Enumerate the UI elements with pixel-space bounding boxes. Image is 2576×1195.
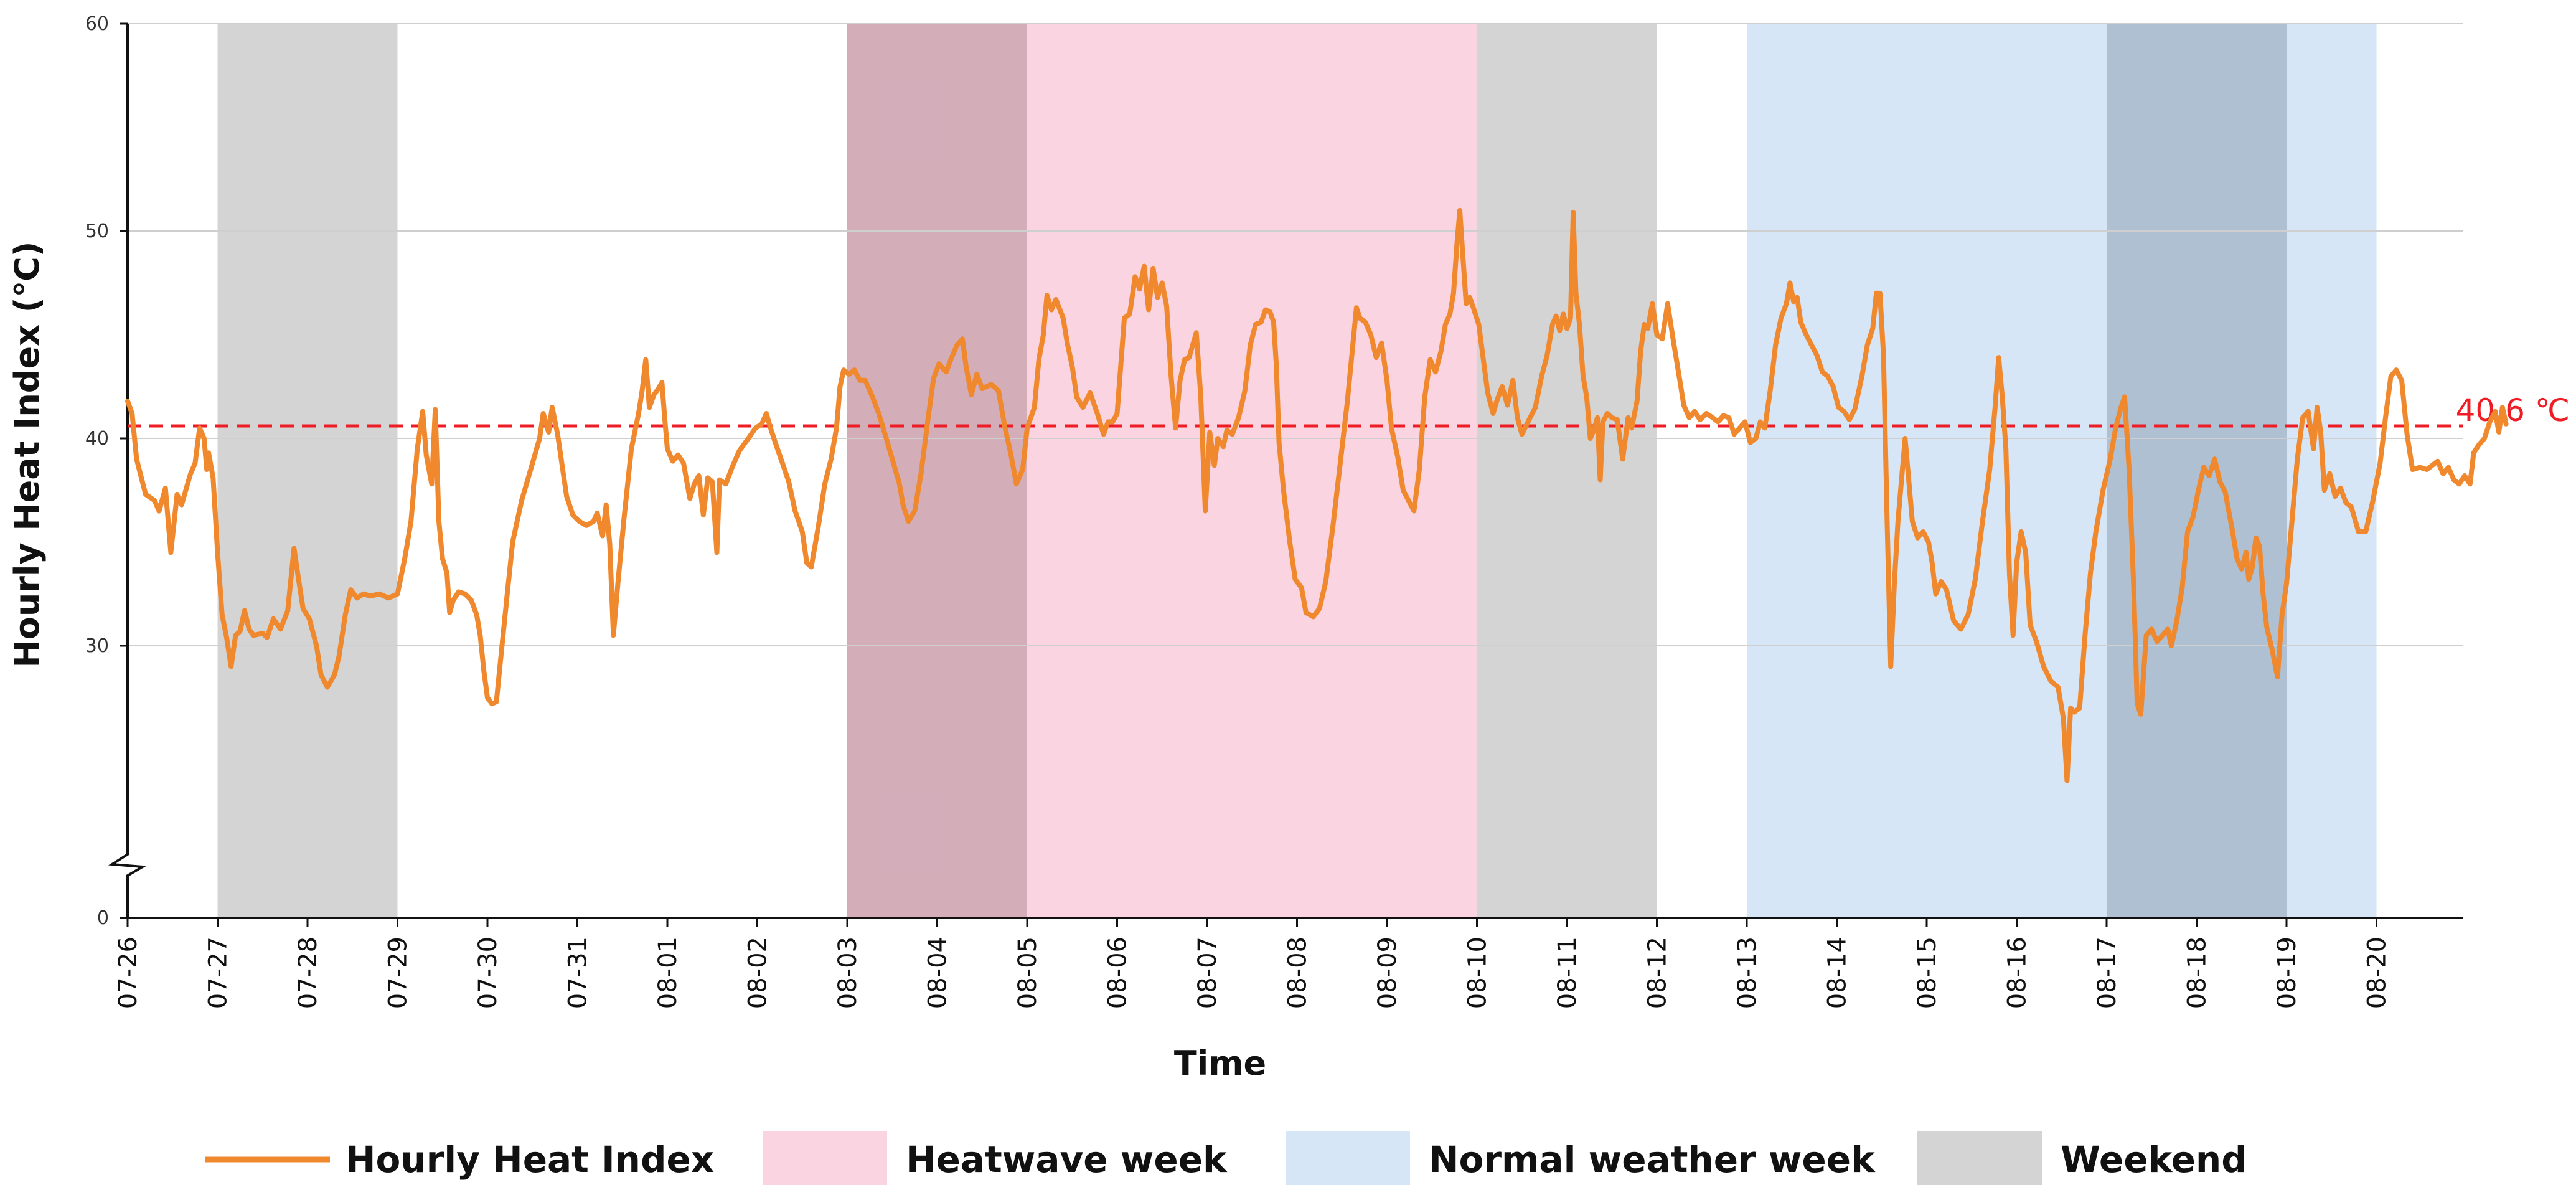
series-group: [125, 207, 2509, 783]
x-tick-label-08-10: 08-10: [1464, 937, 1492, 1009]
x-tick-label-08-09: 08-09: [1373, 937, 1402, 1009]
x-tick-label-08-05: 08-05: [1013, 937, 1042, 1009]
y-tick-label-40: 40: [85, 428, 109, 450]
x-tick-label-08-17: 08-17: [2093, 937, 2122, 1009]
x-tick-label-07-29: 07-29: [384, 937, 413, 1009]
legend-label-2: Normal weather week: [1429, 1138, 1876, 1181]
legend-swatch-weekend: [1917, 1131, 2042, 1185]
legend-label-0: Hourly Heat Index: [346, 1138, 714, 1181]
x-tick-label-08-16: 08-16: [2003, 937, 2032, 1009]
legend: Hourly Heat Index Heatwave week Normal wea…: [205, 1131, 2247, 1185]
y-tick-label-0: 0: [97, 907, 109, 929]
shaded-region-weekend-3: [1477, 24, 1657, 918]
shaded-region-normal-4: [1747, 24, 2377, 918]
threshold-group: 40.6 ℃: [128, 392, 2570, 428]
legend-swatch-heatwave: [763, 1131, 887, 1185]
x-tick-label-07-30: 07-30: [474, 937, 502, 1009]
shaded-region-weekend-5: [2107, 24, 2287, 918]
x-tick-label-08-03: 08-03: [834, 937, 862, 1009]
shaded-region-heatwave-1: [847, 24, 1477, 918]
x-tick-label-08-19: 08-19: [2273, 937, 2301, 1009]
x-tick-label-08-11: 08-11: [1553, 937, 1582, 1009]
x-tick-label-08-02: 08-02: [744, 937, 773, 1009]
x-tick-label-08-12: 08-12: [1643, 937, 1672, 1009]
shaded-region-weekend-2: [847, 24, 1027, 918]
x-tick-label-08-18: 08-18: [2183, 937, 2212, 1009]
x-tick-label-08-07: 08-07: [1193, 937, 1222, 1009]
series-line-0: [125, 207, 2509, 783]
x-tick-label-07-26: 07-26: [114, 937, 143, 1009]
y-axis-title: Hourly Heat Index (℃): [7, 242, 47, 668]
y-axis-line: [108, 24, 147, 918]
threshold-label: 40.6 ℃: [2456, 392, 2570, 428]
y-tick-label-30: 30: [85, 635, 109, 657]
x-tick-label-08-15: 08-15: [1913, 937, 1942, 1009]
x-tick-label-08-01: 08-01: [654, 937, 682, 1009]
x-tick-label-08-08: 08-08: [1284, 937, 1312, 1009]
axes: [108, 22, 2463, 927]
shaded-region-weekend-0: [217, 24, 398, 918]
grid-lines: [128, 23, 2463, 646]
legend-swatch-normal: [1286, 1131, 1410, 1185]
legend-label-1: Heatwave week: [906, 1138, 1228, 1181]
legend-label-3: Weekend: [2061, 1138, 2247, 1181]
x-tick-label-07-28: 07-28: [294, 937, 322, 1009]
shaded-regions: [217, 24, 2377, 918]
x-tick-label-08-06: 08-06: [1104, 937, 1132, 1009]
x-tick-label-08-14: 08-14: [1823, 937, 1852, 1009]
x-axis-title: Time: [1174, 1044, 1266, 1083]
y-tick-label-50: 50: [85, 220, 109, 242]
x-tick-label-07-31: 07-31: [564, 937, 593, 1009]
x-tick-label-08-04: 08-04: [924, 937, 952, 1009]
x-tick-label-08-20: 08-20: [2363, 937, 2392, 1009]
x-tick-label-08-13: 08-13: [1733, 937, 1762, 1009]
y-tick-label-60: 60: [85, 13, 109, 35]
tick-labels: 0 30 40 50 60 07-26 07-27 07-28 07-29 07-30 07-31 0…: [85, 13, 2392, 1009]
x-tick-label-07-27: 07-27: [204, 937, 233, 1009]
